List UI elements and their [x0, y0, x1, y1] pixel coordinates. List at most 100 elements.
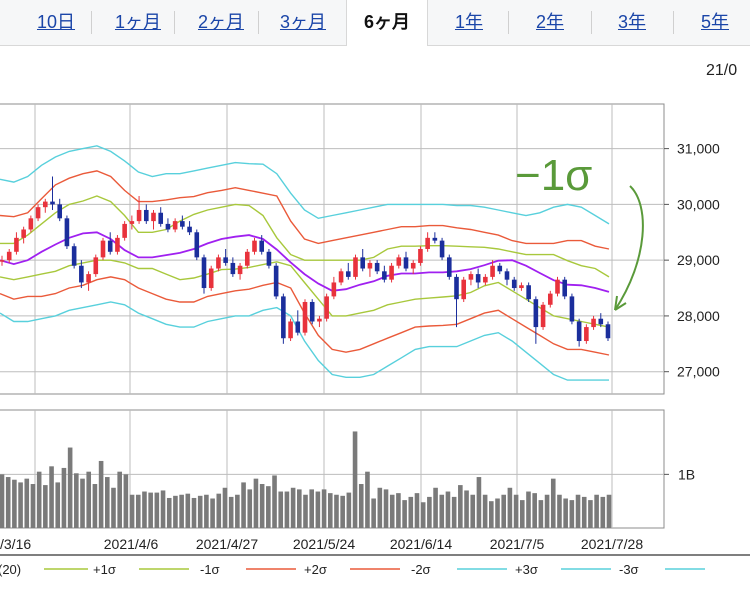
- volume-bar: [315, 491, 321, 528]
- candle-body: [57, 204, 63, 219]
- volume-bar: [396, 493, 401, 528]
- candle-body: [158, 212, 164, 224]
- plus1-sigma-line: [0, 195, 610, 278]
- volume-bar: [303, 494, 308, 528]
- date-tick-label: 2021/3/16: [0, 536, 31, 552]
- legend-label: +2σ: [304, 562, 327, 577]
- tab-5y[interactable]: 5年: [700, 12, 729, 32]
- minus1-sigma-line: [0, 259, 610, 328]
- tab-2m[interactable]: 2ヶ月: [197, 12, 244, 32]
- candle-body: [439, 240, 445, 258]
- volume-bar: [445, 491, 451, 528]
- candle-body: [410, 262, 416, 269]
- volume-bar: [154, 492, 160, 528]
- candle-body: [483, 276, 488, 283]
- candle-body: [194, 232, 200, 258]
- candle-body: [64, 218, 70, 247]
- candle-body: [576, 321, 582, 342]
- volume-bar: [451, 496, 457, 528]
- candle-body: [374, 262, 380, 272]
- tab-6m[interactable]: 6ヶ月: [346, 0, 428, 46]
- volume-bar: [278, 491, 284, 528]
- volume-bar: [420, 502, 426, 528]
- candle-body: [259, 240, 265, 252]
- plus2-sigma-line: [0, 170, 610, 250]
- tab-3m[interactable]: 3ヶ月: [279, 12, 326, 32]
- candle-body: [0, 260, 5, 262]
- volume-bars: [0, 431, 612, 528]
- tab-10d[interactable]: 10日: [36, 12, 76, 32]
- volume-bar: [117, 471, 122, 528]
- volume-bar: [358, 484, 364, 528]
- volume-bar: [321, 489, 327, 528]
- tab-2y[interactable]: 2年: [535, 12, 564, 32]
- tab-1y[interactable]: 1年: [454, 12, 483, 32]
- candle-body: [21, 229, 26, 238]
- volume-bar: [80, 478, 85, 528]
- volume-bar: [259, 484, 265, 528]
- price-tick-label: 29,000: [677, 252, 720, 268]
- volume-bar: [61, 467, 67, 528]
- date-tick-label: 2021/4/27: [196, 536, 258, 552]
- candle-body: [42, 201, 48, 208]
- candle-body: [28, 218, 34, 230]
- volume-bar: [544, 494, 550, 528]
- date-label: 21/0: [706, 62, 738, 79]
- candle-body: [165, 223, 171, 230]
- candle-body: [511, 279, 517, 289]
- candle-body: [295, 321, 301, 333]
- volume-bar: [377, 487, 383, 528]
- volume-bar: [129, 494, 135, 528]
- candle-body: [345, 271, 351, 277]
- candle-body: [136, 209, 142, 222]
- date-tick-label: 2021/6/14: [390, 536, 452, 552]
- tab-separator: [174, 11, 175, 34]
- tab-separator: [673, 11, 674, 34]
- candle-body: [35, 207, 41, 219]
- price-tick-label: 31,000: [677, 141, 720, 157]
- candle-body: [605, 324, 611, 339]
- volume-bar: [235, 494, 240, 528]
- candle-body: [526, 285, 531, 300]
- volume-bar: [142, 491, 147, 528]
- volume-bar: [476, 477, 482, 528]
- volume-bar: [600, 496, 606, 528]
- volume-bar: [36, 471, 42, 528]
- volume-bar: [247, 489, 253, 528]
- volume-bar: [557, 494, 562, 528]
- volume-bar: [67, 447, 73, 528]
- candle-body: [309, 301, 315, 322]
- volume-bar: [575, 494, 581, 528]
- candle-body: [93, 257, 99, 275]
- volume-bar: [489, 501, 494, 528]
- candle-body: [454, 276, 459, 300]
- volume-bar: [402, 500, 407, 528]
- volume-bar: [272, 475, 277, 528]
- volume-bar: [346, 492, 352, 528]
- volume-bar: [166, 497, 172, 528]
- tab-3y[interactable]: 3年: [617, 12, 646, 32]
- minus3-sigma-line: [0, 301, 609, 381]
- candle-body: [519, 285, 524, 289]
- sigma-annotation: −1σ: [515, 151, 644, 311]
- volume-bar: [297, 489, 302, 528]
- candle-body: [324, 296, 329, 319]
- candle-body: [461, 279, 467, 300]
- candle-body: [86, 274, 91, 283]
- candle-body: [396, 257, 402, 266]
- candle-body: [591, 318, 596, 328]
- tab-1m[interactable]: 1ヶ月: [114, 12, 161, 32]
- volume-bar: [495, 498, 500, 528]
- candle-body: [122, 223, 127, 238]
- price-tick-label: 27,000: [677, 364, 720, 380]
- volume-bar: [160, 490, 166, 528]
- volume-bar: [210, 498, 215, 528]
- volume-bar: [383, 489, 389, 528]
- volume-axis: 1B: [664, 466, 695, 482]
- candle-body: [468, 274, 474, 280]
- volume-bar: [253, 478, 259, 528]
- volume-bar: [148, 492, 153, 528]
- volume-bar: [0, 474, 5, 528]
- candle-body: [143, 209, 149, 222]
